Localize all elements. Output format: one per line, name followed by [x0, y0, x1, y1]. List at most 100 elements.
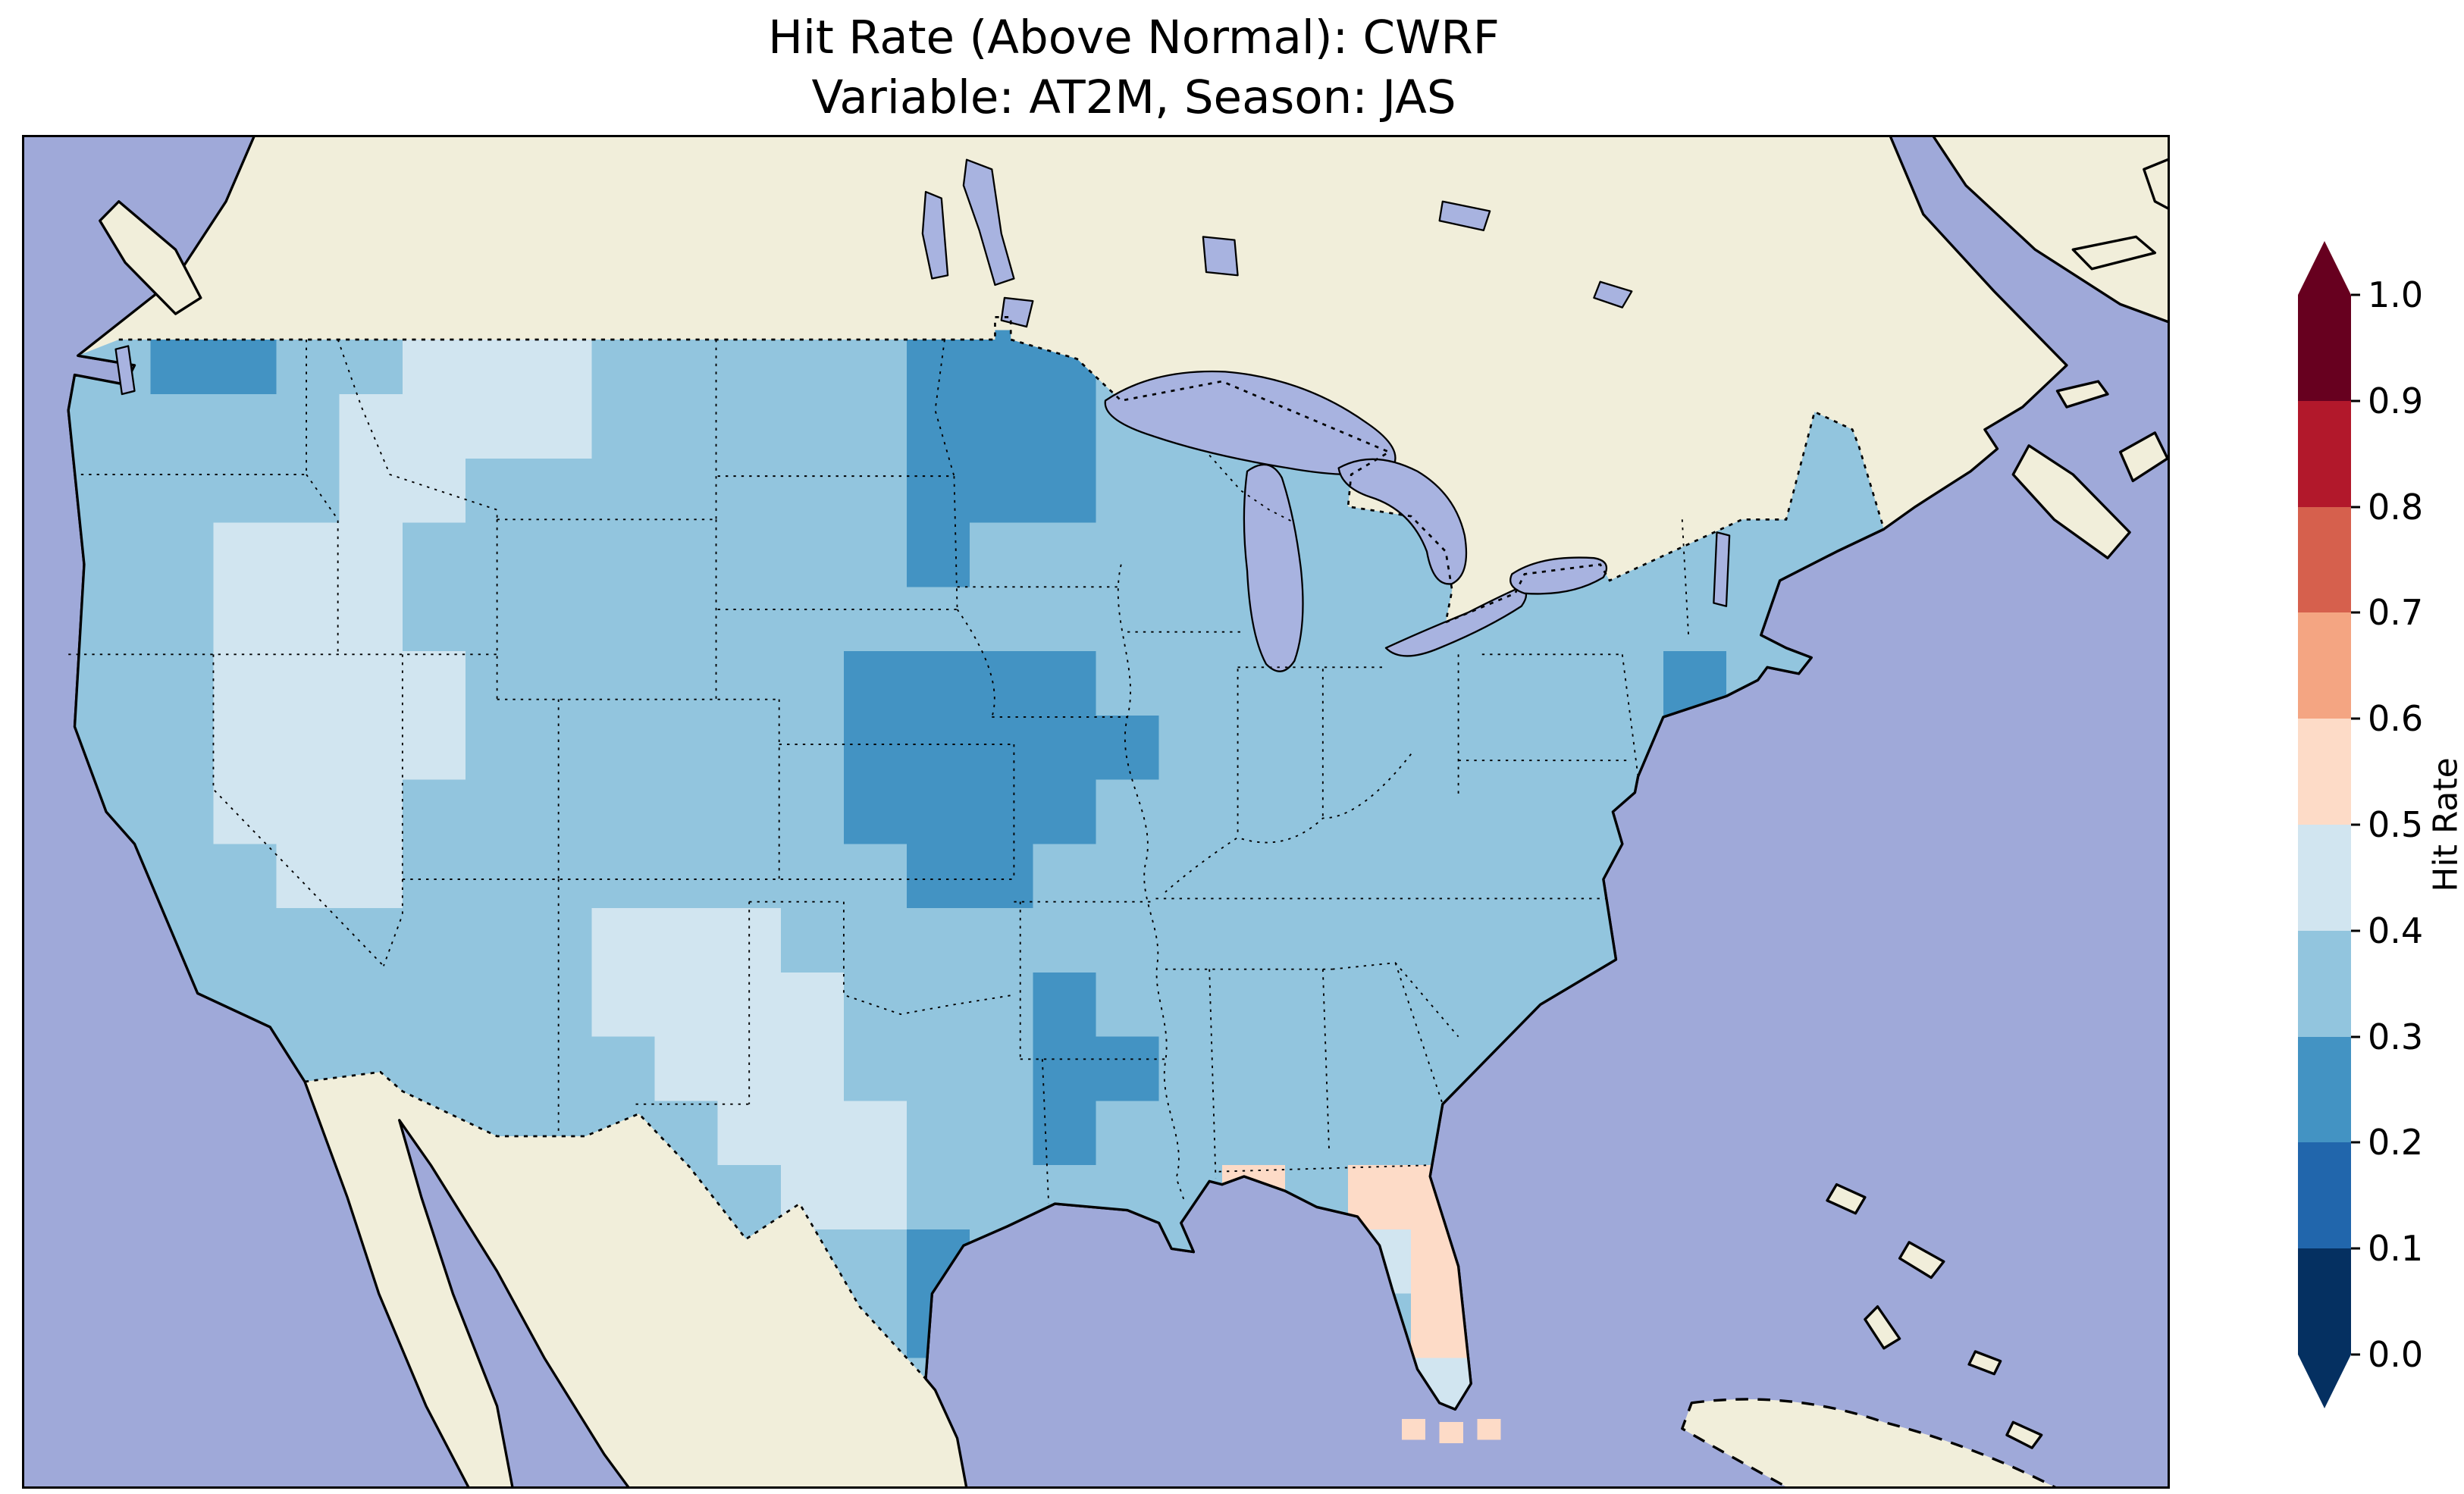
hit-rate-cell	[970, 779, 1033, 844]
hit-rate-cell	[1726, 522, 1790, 587]
hit-rate-cell	[1158, 779, 1222, 844]
hit-rate-cell	[402, 651, 466, 716]
hit-rate-cell	[1284, 844, 1349, 909]
hit-rate-cell	[1284, 1036, 1349, 1101]
hit-rate-cell	[907, 330, 970, 395]
hit-rate-cell	[843, 330, 908, 395]
hit-rate-cell	[528, 522, 592, 587]
colorbar-segment	[2298, 930, 2351, 1037]
hit-rate-cell	[591, 844, 655, 909]
hit-rate-cell	[528, 779, 592, 844]
hit-rate-cell	[276, 972, 340, 1037]
hit-rate-cell	[339, 522, 403, 587]
hit-rate-cell	[1096, 779, 1159, 844]
canada-north-shore	[1932, 137, 2168, 324]
hit-rate-cell	[276, 779, 340, 844]
hit-rate-cell	[528, 715, 592, 780]
hit-rate-cell	[843, 587, 908, 652]
hit-rate-cell	[528, 1036, 592, 1101]
colorbar-segment	[2298, 506, 2351, 613]
hit-rate-cell	[466, 972, 529, 1037]
hit-rate-cell	[402, 972, 466, 1037]
hit-rate-cell	[591, 779, 655, 844]
plot-title: Hit Rate (Above Normal): CWRF Variable: …	[22, 8, 2246, 128]
colorbar-tick-label: 0.1	[2368, 1228, 2424, 1270]
hit-rate-cell	[1221, 972, 1285, 1037]
hit-rate-cell	[466, 1036, 529, 1101]
hit-rate-cell	[907, 587, 970, 652]
hit-rate-cell	[1348, 651, 1412, 716]
hit-rate-cell	[654, 779, 718, 844]
hit-rate-cell	[1537, 908, 1600, 973]
hit-rate-cell	[1411, 651, 1475, 716]
hit-rate-cell	[591, 1036, 655, 1101]
hit-rate-cell	[150, 587, 214, 652]
hit-rate-cell	[1158, 1036, 1222, 1101]
hit-rate-cell	[970, 908, 1033, 973]
hit-rate-cell	[1221, 779, 1285, 844]
hit-rate-cell	[528, 330, 592, 395]
hit-rate-cell	[466, 844, 529, 909]
hit-rate-cell	[1284, 1101, 1349, 1166]
colorbar-tick-mark	[2351, 929, 2360, 932]
hit-rate-cell	[970, 1101, 1033, 1166]
hit-rate-cell	[1284, 779, 1349, 844]
hit-rate-cell	[213, 330, 277, 395]
hit-rate-cell	[907, 908, 970, 973]
hit-rate-cell	[87, 715, 151, 780]
hit-rate-cell	[970, 651, 1033, 716]
colorbar-segment	[2298, 1248, 2351, 1355]
hit-rate-cell	[87, 458, 151, 523]
hit-rate-cell	[339, 779, 403, 844]
hit-rate-cell	[780, 587, 844, 652]
hit-rate-cell	[466, 330, 529, 395]
hit-rate-cell	[907, 1165, 970, 1229]
hit-rate-cell	[1096, 972, 1159, 1037]
hit-rate-cell	[717, 844, 781, 909]
hit-rate-cell	[1033, 394, 1096, 459]
hit-rate-cell	[591, 651, 655, 716]
hit-rate-cell	[717, 1101, 781, 1166]
hit-rate-cell	[528, 587, 592, 652]
hit-rate-cell	[1033, 972, 1096, 1037]
anticosti-island	[2071, 235, 2157, 271]
hit-rate-cell	[150, 651, 214, 716]
hit-rate-cell	[843, 715, 908, 780]
hit-rate-cell	[1411, 779, 1475, 844]
hit-rate-cell	[654, 972, 718, 1037]
lake-manitoba	[921, 190, 949, 280]
hit-rate-cell	[843, 1229, 908, 1294]
hit-rate-cell	[1033, 522, 1096, 587]
hit-rate-cell	[843, 1036, 908, 1101]
colorbar-segment	[2298, 612, 2351, 719]
hit-rate-cell	[276, 844, 340, 909]
hit-rate-cell	[466, 908, 529, 973]
hit-rate-cell	[276, 394, 340, 459]
hit-rate-cell	[1096, 844, 1159, 909]
hit-rate-cell	[1221, 715, 1285, 780]
lake-winnipeg	[962, 158, 1015, 287]
florida-keys-cells	[1401, 1419, 1501, 1443]
hit-rate-cell	[339, 394, 403, 459]
hit-rate-cell	[339, 844, 403, 909]
hit-rate-cell	[780, 972, 844, 1037]
colorbar-tick-mark	[2351, 1353, 2360, 1356]
hit-rate-cell	[843, 844, 908, 909]
hit-rate-cell	[466, 394, 529, 459]
hit-rate-cell	[402, 522, 466, 587]
hit-rate-cell	[528, 844, 592, 909]
hit-rate-cell	[150, 844, 214, 909]
hit-rate-cell	[1348, 908, 1412, 973]
hit-rate-cell	[466, 779, 529, 844]
colorbar-tick-label: 0.6	[2368, 698, 2424, 740]
colorbar-over-arrow	[2298, 241, 2351, 295]
hit-rate-cell	[339, 908, 403, 973]
hit-rate-cell	[907, 522, 970, 587]
hit-rate-cell	[843, 972, 908, 1037]
hit-rate-cell	[1158, 908, 1222, 973]
hit-rate-cell	[213, 458, 277, 523]
hit-rate-cell	[213, 587, 277, 652]
hit-rate-cell	[1158, 458, 1222, 523]
hit-rate-cell	[1348, 1101, 1412, 1166]
hit-rate-cell	[402, 394, 466, 459]
